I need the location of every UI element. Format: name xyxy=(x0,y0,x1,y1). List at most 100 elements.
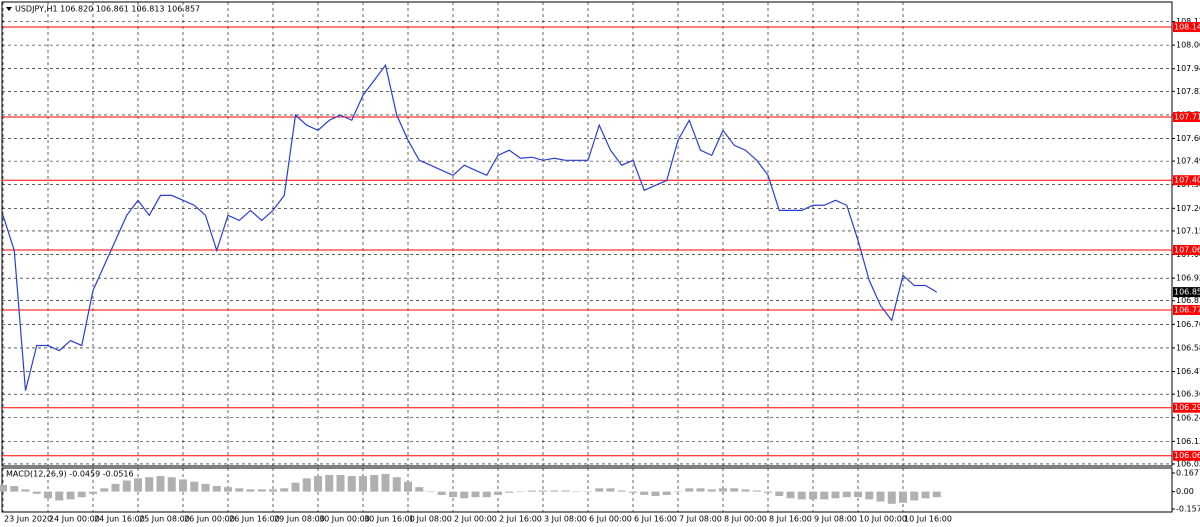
macd-bar xyxy=(786,491,795,499)
x-tick-label: 26 Jun 00:00 xyxy=(184,515,235,524)
x-tick-label: 10 Jul 16:00 xyxy=(904,515,952,524)
chart-title: USDJPY,H1 106.820 106.861 106.813 106.85… xyxy=(15,5,200,14)
macd-bar xyxy=(415,487,424,492)
macd-bar xyxy=(730,488,739,492)
macd-bar xyxy=(842,491,851,498)
macd-bar xyxy=(381,473,390,492)
y-tick-label: 108.060 xyxy=(1176,41,1200,50)
macd-bar xyxy=(662,491,671,495)
macd-bar xyxy=(921,491,930,499)
macd-bar xyxy=(516,491,525,493)
macd-bar xyxy=(854,491,862,498)
macd-bar xyxy=(291,482,300,492)
macd-bar xyxy=(719,488,727,492)
macd-bar xyxy=(66,491,75,500)
macd-bar xyxy=(899,491,907,503)
macd-bar xyxy=(325,474,334,492)
macd-bar xyxy=(437,491,446,495)
macd-bar xyxy=(651,491,660,497)
x-tick-label: 9 Jul 08:00 xyxy=(814,515,857,524)
macd-bar xyxy=(831,491,840,499)
current-price-bg xyxy=(1173,287,1200,298)
x-tick-label: 24 Jun 16:00 xyxy=(94,515,145,524)
y-tick-label: 107.605 xyxy=(1176,134,1200,143)
macd-bar xyxy=(257,489,266,492)
macd-bar xyxy=(246,489,255,492)
macd-bar xyxy=(797,491,806,500)
x-tick-label: 30 Jun 00:00 xyxy=(319,515,370,524)
macd-bar xyxy=(201,483,210,492)
macd-bar xyxy=(910,491,919,501)
macd-bar xyxy=(224,487,232,492)
macd-bar xyxy=(269,489,277,492)
macd-bar xyxy=(145,477,154,492)
x-tick-label: 2 Jul 00:00 xyxy=(454,515,497,524)
macd-bar xyxy=(111,483,120,492)
macd-bar xyxy=(471,491,480,498)
y-tick-label: 106.020 xyxy=(1176,459,1200,468)
level-label-bg xyxy=(1173,245,1200,256)
macd-title: MACD(12,26,9) -0.0459 -0.0516 xyxy=(6,470,134,479)
current-price-label: 106.857 xyxy=(1174,288,1200,297)
macd-bar xyxy=(674,491,682,493)
level-label-bg xyxy=(1173,402,1200,413)
y-tick-label: 106.700 xyxy=(1176,320,1200,329)
macd-bar xyxy=(572,491,581,493)
macd-bar xyxy=(606,488,615,492)
macd-bar xyxy=(482,491,491,498)
y-tick-label: 106.470 xyxy=(1176,367,1200,376)
x-tick-label: 25 Jun 08:00 xyxy=(139,515,190,524)
macd-bar xyxy=(302,478,311,492)
macd-bar xyxy=(809,491,817,500)
macd-bar xyxy=(167,477,176,492)
macd-bar xyxy=(561,490,570,492)
macd-bar xyxy=(347,476,356,492)
macd-bar xyxy=(629,491,637,493)
macd-bar xyxy=(820,491,829,500)
macd-bar xyxy=(752,490,761,492)
y-tick-label: 107.835 xyxy=(1176,87,1200,96)
y-tick-label: 107.155 xyxy=(1176,226,1200,235)
x-tick-label: 24 Jun 00:00 xyxy=(49,515,100,524)
x-tick-label: 6 Jul 00:00 xyxy=(589,515,632,524)
macd-bar xyxy=(212,486,221,492)
macd-bar xyxy=(370,474,379,492)
macd-bar xyxy=(235,488,244,492)
x-tick-label: 1 Jul 08:00 xyxy=(409,515,452,524)
macd-bar xyxy=(359,476,367,492)
macd-bar xyxy=(179,479,187,492)
x-tick-label: 3 Jul 08:00 xyxy=(544,515,587,524)
macd-bar xyxy=(100,488,109,492)
macd-bar xyxy=(539,490,547,492)
y-tick-label: 108.175 xyxy=(1176,17,1200,26)
macd-bar xyxy=(505,491,514,493)
macd-bar xyxy=(336,474,345,492)
main-frame xyxy=(1,1,1173,467)
y-tick-label: 106.815 xyxy=(1176,296,1200,305)
x-tick-label: 7 Jul 08:00 xyxy=(679,515,722,524)
macd-bar xyxy=(392,477,401,492)
level-label-bg xyxy=(1173,304,1200,315)
macd-bar xyxy=(741,489,750,492)
level-label: 106.770 xyxy=(1174,305,1200,314)
x-tick-label: 26 Jun 16:00 xyxy=(229,515,280,524)
macd-bar xyxy=(865,491,874,500)
macd-bar xyxy=(32,491,41,494)
x-tick-label: 23 Jun 2020 xyxy=(4,515,52,524)
macd-bar xyxy=(707,489,716,492)
level-label: 106.294 xyxy=(1174,403,1200,412)
level-label-bg xyxy=(1173,22,1200,33)
menu-arrow[interactable] xyxy=(6,7,12,11)
level-label: 107.710 xyxy=(1174,112,1200,121)
x-tick-label: 29 Jun 08:00 xyxy=(274,515,325,524)
x-tick-label: 30 Jun 16:00 xyxy=(364,515,415,524)
y-tick-label: 106.585 xyxy=(1176,343,1200,352)
x-tick-label: 8 Jul 00:00 xyxy=(724,515,767,524)
macd-bar xyxy=(685,488,694,492)
level-label: 107.402 xyxy=(1174,176,1200,185)
macd-bar xyxy=(460,491,469,499)
macd-bar xyxy=(640,491,649,495)
macd-bar xyxy=(10,486,19,492)
price-line xyxy=(2,63,938,391)
macd-bar xyxy=(156,476,165,492)
